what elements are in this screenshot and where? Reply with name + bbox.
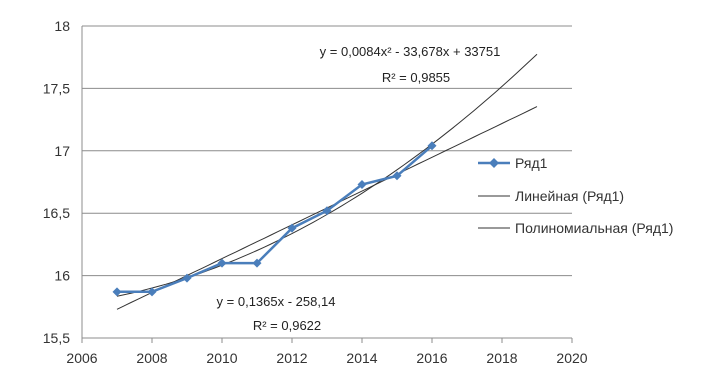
y-tick-label: 18 xyxy=(54,18,70,34)
x-tick-label: 2018 xyxy=(486,350,517,366)
y-tick-label: 15,5 xyxy=(43,330,70,346)
y-tick-label: 17 xyxy=(54,143,70,159)
x-tick-label: 2012 xyxy=(276,350,307,366)
x-tick-label: 2016 xyxy=(416,350,447,366)
x-tick-label: 2020 xyxy=(556,350,587,366)
polynomial-r-squared: R² = 0,9855 xyxy=(382,70,450,85)
legend-label-series: Ряд1 xyxy=(515,155,548,171)
x-tick-label: 2010 xyxy=(206,350,237,366)
y-tick-label: 16 xyxy=(54,268,70,284)
linear-equation: y = 0,1365x - 258,14 xyxy=(217,294,336,309)
y-tick-label: 16,5 xyxy=(43,205,70,221)
polynomial-equation: y = 0,0084x² - 33,678x + 33751 xyxy=(320,44,501,59)
legend-label-linear: Линейная (Ряд1) xyxy=(515,188,624,204)
legend-label-polynomial: Полиномиальная (Ряд1) xyxy=(515,220,673,236)
x-tick-label: 2006 xyxy=(66,350,97,366)
y-tick-label: 17,5 xyxy=(43,80,70,96)
x-tick-label: 2014 xyxy=(346,350,377,366)
x-tick-label: 2008 xyxy=(136,350,167,366)
linear-r-squared: R² = 0,9622 xyxy=(253,318,321,333)
